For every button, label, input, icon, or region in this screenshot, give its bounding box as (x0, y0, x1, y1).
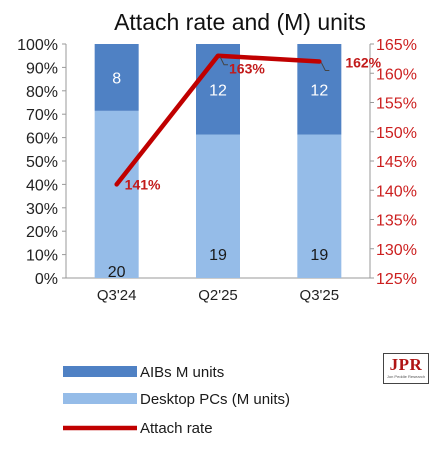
y-tick-label-right: 160% (376, 66, 417, 83)
y-tick-label-right: 145% (376, 154, 417, 171)
y-tick-label-left: 100% (17, 37, 58, 54)
y-tick-label-right: 130% (376, 242, 417, 259)
bar-aibs (94, 44, 139, 111)
data-label-aibs: 12 (209, 82, 227, 99)
legend-swatch (63, 366, 137, 377)
x-tick-label: Q3'24 (97, 287, 137, 304)
data-label-aibs: 12 (310, 82, 328, 99)
rate-label-leader (320, 62, 330, 72)
y-tick-label-left: 30% (26, 201, 58, 218)
rate-label-leader (219, 56, 228, 66)
data-label-aibs: 8 (112, 70, 121, 87)
y-tick-label-left: 60% (26, 131, 58, 148)
y-tick-label-left: 50% (26, 154, 58, 171)
legend-label: Attach rate (140, 420, 213, 437)
attach-rate-line (114, 53, 322, 187)
data-label-desktop-pcs: 19 (209, 247, 227, 264)
bar-desktop-pcs (94, 110, 139, 278)
x-tick-label: Q2'25 (198, 287, 238, 304)
y-tick-label-left: 70% (26, 107, 58, 124)
data-label-desktop-pcs: 19 (310, 247, 328, 264)
y-tick-label-left: 80% (26, 84, 58, 101)
x-tick-label: Q3'25 (300, 287, 340, 304)
y-tick-label-left: 0% (35, 271, 58, 288)
logo-subtext: Jon Peddie Research (386, 374, 426, 379)
jpr-logo: JPR Jon Peddie Research (383, 353, 429, 384)
data-label-attach-rate: 163% (229, 61, 265, 77)
y-tick-label-right: 150% (376, 125, 417, 142)
legend-label: AIBs M units (140, 364, 224, 381)
y-tick-label-left: 20% (26, 224, 58, 241)
y-tick-label-right: 140% (376, 183, 417, 200)
data-label-attach-rate: 162% (345, 55, 381, 71)
y-tick-label-right: 135% (376, 213, 417, 230)
data-label-desktop-pcs: 20 (108, 264, 126, 281)
y-tick-label-right: 165% (376, 37, 417, 54)
y-tick-label-right: 125% (376, 271, 417, 288)
legend-swatch (63, 393, 137, 404)
legend-label: Desktop PCs (M units) (140, 391, 290, 408)
logo-text: JPR (389, 355, 423, 374)
bar-desktop-pcs (196, 134, 240, 278)
plot-area: 0% 10% 20% 30% 40% 50% 60% 70% 80% 90% 100% 125% 130… (17, 37, 417, 304)
data-label-attach-rate: 141% (125, 176, 161, 192)
y-tick-label-right: 155% (376, 96, 417, 113)
chart-title: Attach rate and (M) units (114, 9, 366, 35)
legend: AIBs M units Desktop PCs (M units) Attach … (63, 364, 290, 437)
y-tick-label-left: 40% (26, 177, 58, 194)
y-tick-label-left: 10% (26, 248, 58, 265)
y-tick-label-left: 90% (26, 60, 58, 77)
bar-desktop-pcs (297, 134, 342, 278)
